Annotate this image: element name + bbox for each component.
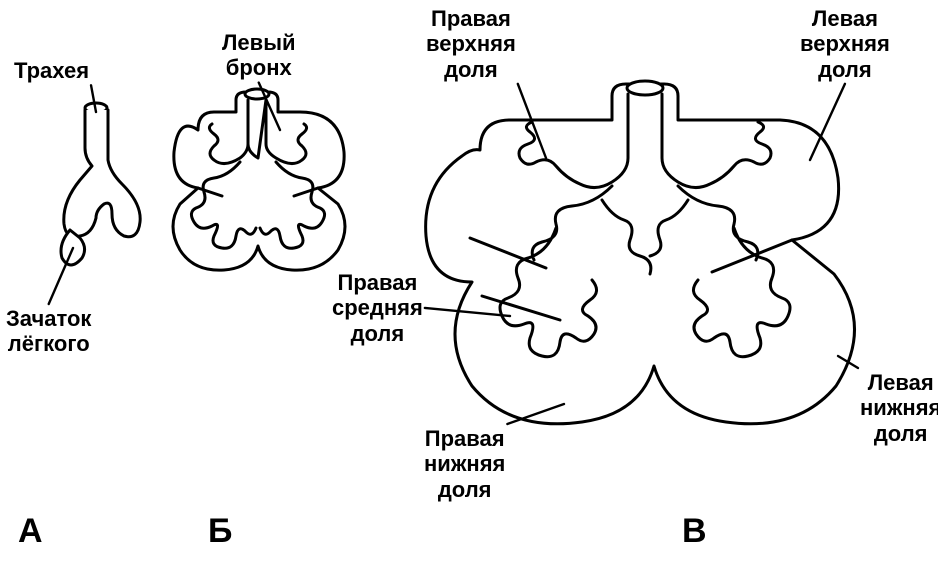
label-trachea: Трахея (14, 58, 89, 83)
label-left-lower-lobe: Левая нижняя доля (860, 370, 938, 446)
label-left-upper-lobe: Левая верхняя доля (800, 6, 890, 82)
panel-letter-a: А (18, 512, 43, 551)
panel-letter-c: В (682, 512, 707, 551)
label-right-upper-lobe: Правая верхняя доля (426, 6, 516, 82)
label-left-bronchus: Левый бронх (222, 30, 296, 81)
label-right-middle-lobe: Правая средняя доля (332, 270, 423, 346)
label-lung-bud: Зачаток лёгкого (6, 306, 91, 357)
label-right-lower-lobe: Правая нижняя доля (424, 426, 505, 502)
panel-letter-b: Б (208, 512, 232, 551)
diagram-stage: Трахея Зачаток лёгкого Левый бронх Права… (0, 0, 938, 562)
